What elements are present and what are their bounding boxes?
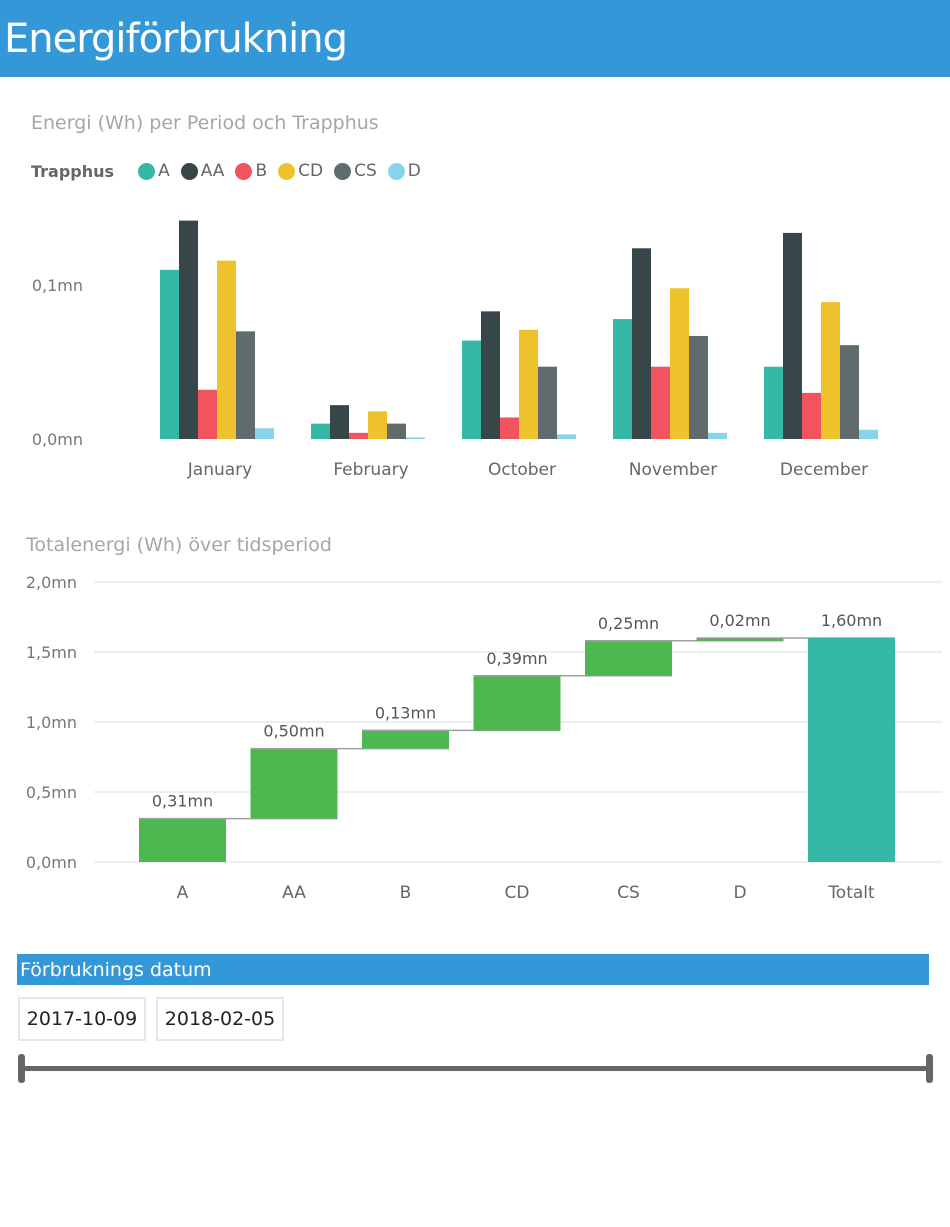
waterfall-bar-aa bbox=[250, 748, 338, 819]
bar-november-aa bbox=[632, 248, 651, 439]
page-title: Energiförbrukning bbox=[4, 16, 348, 62]
waterfall-y-tick-label: 0,0mn bbox=[26, 853, 77, 872]
report-header: Energiförbrukning bbox=[0, 0, 950, 77]
bar-x-tick-label: November bbox=[629, 460, 717, 480]
date-slicer-header: Förbruknings datum bbox=[17, 954, 929, 985]
bar-january-a bbox=[160, 269, 179, 439]
waterfall-y-tick-label: 0,5mn bbox=[26, 783, 77, 802]
waterfall-y-tick-label: 2,0mn bbox=[26, 573, 77, 592]
date-range-start-handle[interactable] bbox=[18, 1054, 25, 1083]
bar-y-tick-label: 0,0mn bbox=[32, 430, 83, 449]
bar-x-tick-label: February bbox=[333, 460, 408, 480]
waterfall-data-label: 0,31mn bbox=[152, 792, 213, 811]
legend-item-cs[interactable]: CS bbox=[334, 161, 377, 181]
legend-dot-b bbox=[235, 162, 253, 180]
bar-february-aa bbox=[330, 405, 349, 439]
waterfall-bar-cd bbox=[473, 675, 561, 731]
waterfall-y-tick-label: 1,5mn bbox=[26, 643, 77, 662]
bar-november-cd bbox=[670, 288, 689, 439]
bar-chart: 0,0mn 0,1mn January February October November… bbox=[32, 220, 878, 480]
waterfall-bar-b bbox=[362, 730, 449, 749]
waterfall-chart-title: Totalenergi (Wh) över tidsperiod bbox=[26, 534, 332, 556]
waterfall-bar-d bbox=[696, 638, 784, 641]
bar-february-a bbox=[311, 423, 330, 439]
legend-title: Trapphus bbox=[31, 161, 115, 181]
bar-november-d bbox=[708, 432, 727, 439]
waterfall-data-label: 0,02mn bbox=[709, 611, 770, 630]
waterfall-x-tick-label: B bbox=[400, 883, 412, 903]
bar-chart-legend: Trapphus A AA B CD CS D bbox=[31, 158, 432, 184]
bar-february-cs bbox=[387, 423, 406, 439]
bar-october-b bbox=[500, 417, 519, 439]
waterfall-x-tick-label: CD bbox=[505, 883, 530, 903]
waterfall-data-label: 0,13mn bbox=[375, 703, 436, 722]
legend-dot-d bbox=[387, 162, 405, 180]
bar-february-cd bbox=[368, 411, 387, 439]
bar-y-tick-label: 0,1mn bbox=[32, 276, 83, 295]
legend-item-b[interactable]: B bbox=[235, 161, 267, 181]
bar-x-tick-label: January bbox=[187, 460, 252, 480]
bar-december-cs bbox=[840, 345, 859, 439]
legend-item-cd[interactable]: CD bbox=[278, 161, 323, 181]
waterfall-data-label: 0,25mn bbox=[598, 614, 659, 633]
bar-chart-title: Energi (Wh) per Period och Trapphus bbox=[31, 112, 379, 134]
waterfall-x-tick-label: CS bbox=[617, 883, 640, 903]
bar-october-cs bbox=[538, 366, 557, 439]
bar-november-cs bbox=[689, 335, 708, 439]
bar-november-b bbox=[651, 366, 670, 439]
legend-dot-a bbox=[138, 162, 156, 180]
legend-dot-aa bbox=[180, 162, 198, 180]
waterfall-data-label: 0,50mn bbox=[263, 722, 324, 741]
waterfall-data-label: 1,60mn bbox=[821, 611, 882, 630]
waterfall-x-tick-label: D bbox=[733, 883, 746, 903]
date-range-end-handle[interactable] bbox=[926, 1054, 933, 1083]
end-date-input[interactable]: 2018-02-05 bbox=[156, 997, 284, 1041]
legend-item-a[interactable]: A bbox=[138, 161, 170, 181]
bar-december-a bbox=[764, 366, 783, 439]
bar-november-a bbox=[613, 319, 632, 439]
waterfall-y-tick-label: 1,0mn bbox=[26, 713, 77, 732]
bar-january-cs bbox=[236, 331, 255, 439]
bar-january-cd bbox=[217, 260, 236, 439]
bar-october-cd bbox=[519, 329, 538, 439]
bar-october-d bbox=[557, 434, 576, 439]
bar-december-aa bbox=[783, 232, 802, 439]
waterfall-bar-a bbox=[139, 818, 226, 862]
waterfall-bar-totalt bbox=[808, 638, 895, 862]
bar-december-cd bbox=[821, 302, 840, 439]
bar-october-a bbox=[462, 340, 481, 439]
bar-january-aa bbox=[179, 220, 198, 439]
waterfall-bar-cs bbox=[585, 640, 672, 676]
legend-dot-cs bbox=[334, 162, 352, 180]
bar-december-b bbox=[802, 392, 821, 439]
legend-dot-cd bbox=[278, 162, 296, 180]
waterfall-x-tick-label: AA bbox=[282, 883, 306, 903]
start-date-input[interactable]: 2017-10-09 bbox=[18, 997, 146, 1041]
date-range-slider-track[interactable] bbox=[22, 1066, 930, 1071]
bar-february-d bbox=[406, 437, 425, 439]
bar-x-tick-label: October bbox=[488, 460, 556, 480]
waterfall-data-label: 0,39mn bbox=[486, 649, 547, 668]
waterfall-x-tick-label: Totalt bbox=[827, 883, 875, 903]
bar-december-d bbox=[859, 429, 878, 439]
bar-january-b bbox=[198, 389, 217, 439]
legend-item-aa[interactable]: AA bbox=[180, 161, 224, 181]
bar-october-aa bbox=[481, 311, 500, 439]
waterfall-chart: 0,0mn 0,5mn 1,0mn 1,5mn 2,0mn 0,31mn A 0,50mn AA… bbox=[26, 573, 942, 903]
bar-january-d bbox=[255, 428, 274, 439]
legend-item-d[interactable]: D bbox=[387, 161, 421, 181]
waterfall-x-tick-label: A bbox=[177, 883, 189, 903]
bar-x-tick-label: December bbox=[780, 460, 868, 480]
bar-february-b bbox=[349, 432, 368, 439]
